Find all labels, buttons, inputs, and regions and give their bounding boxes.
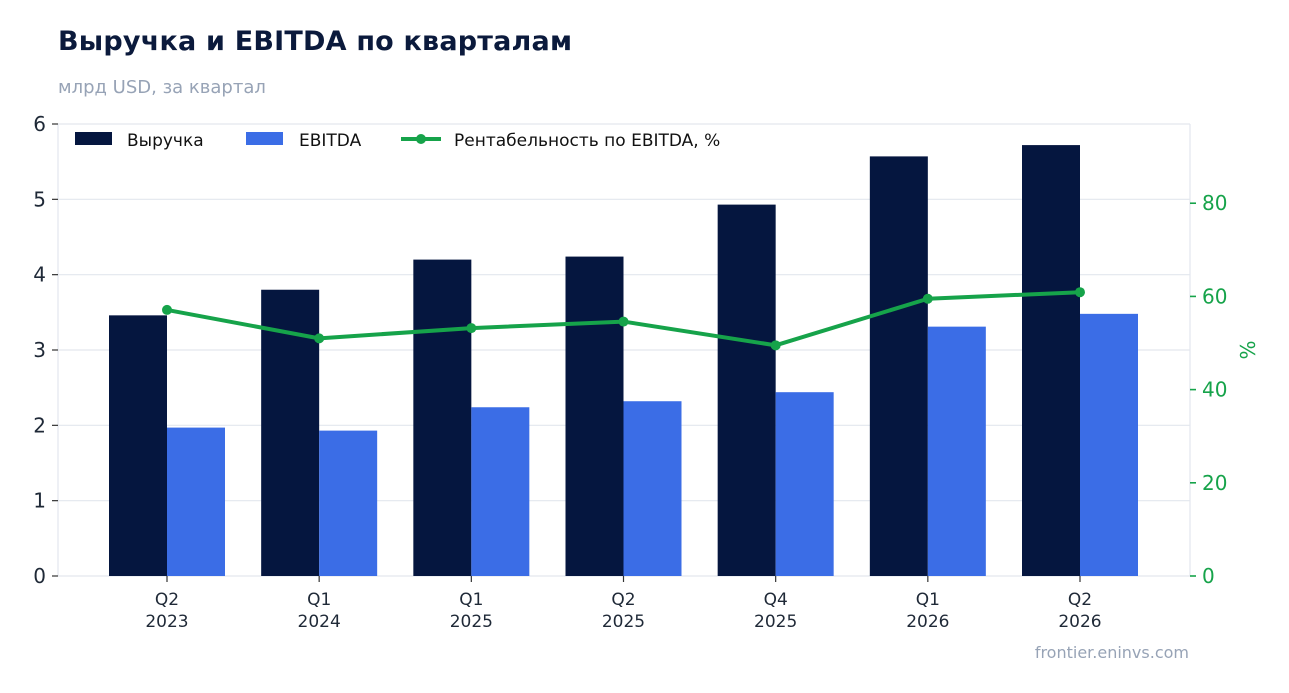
x-tick-label: Q2 [1068, 590, 1092, 610]
chart-subtitle: млрд USD, за квартал [58, 77, 266, 98]
x-tick-label: Q2 [611, 590, 635, 610]
left-tick-label: 6 [33, 112, 46, 136]
revenue-bar [1022, 145, 1080, 577]
left-tick-label: 4 [33, 263, 46, 287]
right-tick-label: 0 [1202, 564, 1215, 588]
ebitda-bar [471, 407, 530, 576]
legend-label-margin: Рентабельность по EBITDA, % [454, 131, 720, 151]
x-tick-label: 2026 [1058, 612, 1101, 632]
revenue-bar [565, 256, 624, 576]
right-tick-label: 40 [1202, 378, 1227, 402]
revenue-bar [869, 156, 928, 577]
revenue-bar [413, 259, 472, 576]
x-tick-label: 2026 [906, 612, 949, 632]
legend-swatch-revenue [75, 132, 112, 145]
right-tick-label: 60 [1202, 284, 1227, 308]
source-label: frontier.eninvs.com [1034, 643, 1189, 662]
x-tick-label: Q1 [916, 590, 940, 610]
left-tick-label: 1 [33, 489, 46, 513]
revenue-bar [109, 315, 167, 576]
legend-label-revenue: Выручка [127, 131, 204, 151]
margin-point [618, 316, 629, 327]
ebitda-bar [1080, 313, 1138, 576]
left-tick-label: 5 [33, 187, 46, 211]
ebitda-bar [775, 392, 834, 576]
legend-swatch-ebitda [246, 132, 283, 145]
margin-point [922, 293, 933, 304]
right-tick-label: 20 [1202, 471, 1227, 495]
chart-title: Выручка и EBITDA по кварталам [58, 26, 573, 57]
x-tick-label: 2024 [298, 612, 341, 632]
x-tick-label: 2025 [754, 612, 797, 632]
x-tick-label: 2025 [602, 612, 645, 632]
margin-point [162, 304, 172, 315]
ebitda-bar [167, 427, 225, 576]
x-tick-label: 2025 [450, 612, 493, 632]
left-tick-label: 3 [33, 338, 46, 362]
x-tick-label: 2023 [145, 612, 188, 632]
x-tick-label: Q4 [764, 590, 788, 610]
margin-point [770, 340, 781, 351]
margin-point [466, 323, 477, 334]
right-tick-label: 80 [1202, 191, 1227, 215]
right-axis-label: % [1236, 340, 1260, 359]
margin-point [1075, 287, 1085, 298]
margin-point [314, 333, 325, 344]
revenue-bar [717, 204, 776, 576]
left-tick-label: 2 [33, 413, 46, 437]
legend-swatch-margin-point [416, 134, 426, 144]
ebitda-bar [927, 326, 986, 576]
legend-label-ebitda: EBITDA [299, 131, 362, 151]
ebitda-bar [623, 401, 682, 576]
x-tick-label: Q2 [155, 590, 179, 610]
x-tick-label: Q1 [459, 590, 483, 610]
x-tick-label: Q1 [307, 590, 331, 610]
left-tick-label: 0 [33, 564, 46, 588]
ebitda-bar [319, 430, 378, 576]
